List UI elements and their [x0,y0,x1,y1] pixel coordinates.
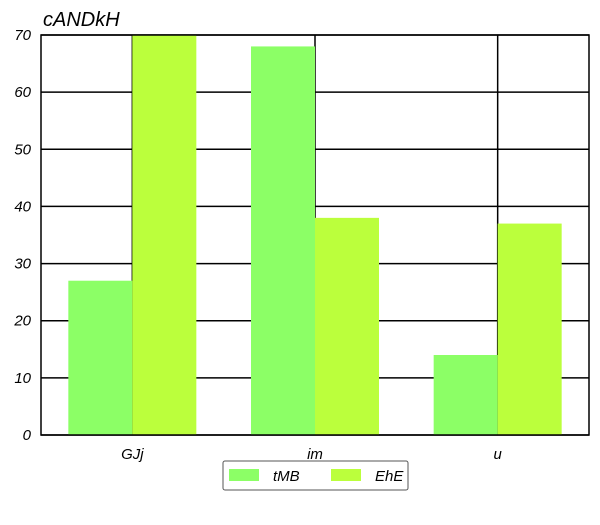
y-tick-label: 20 [13,313,31,330]
bar-EhE-im [315,217,379,435]
bar-tMB-im [251,46,315,436]
bar-tMB-u [433,355,498,435]
bar-EhE-GJj [132,35,197,435]
bars [68,35,562,436]
x-tick-labels: GJj im u [121,446,502,463]
bar-tMB-GJj [68,280,133,435]
legend-swatch-tMB [229,469,259,481]
plot-frame [40,34,590,436]
x-tick-label: u [493,446,502,463]
y-tick-labels: 0 10 20 30 40 50 60 70 [13,27,31,444]
chart-title: cANDkH [43,9,120,31]
legend-swatch-EhE [331,469,361,481]
y-tick-label: 50 [14,141,31,158]
y-tick-label: 10 [14,370,31,387]
y-tick-label: 0 [23,427,32,444]
x-tick-label: GJj [121,446,144,463]
legend-label-tMB: tMB [273,468,300,485]
y-tick-label: 30 [14,256,31,273]
axes [40,34,590,436]
bar-EhE-u [497,223,562,435]
legend-box [222,460,409,491]
legend-label-EhE: EhE [375,468,404,485]
y-tick-label: 60 [14,84,31,101]
x-tick-label: im [307,446,323,463]
y-tick-label: 70 [14,27,31,44]
legend: tMB EhE [222,460,409,491]
y-tick-label: 40 [14,198,31,215]
